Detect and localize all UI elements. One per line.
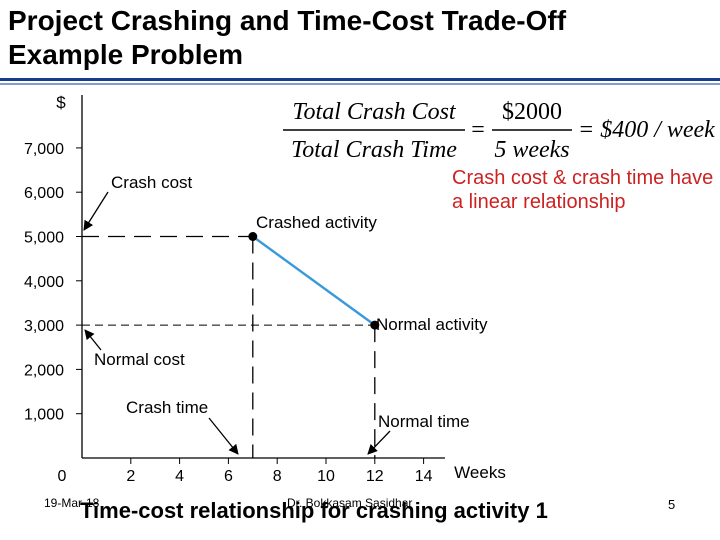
title-line-1: Project Crashing and Time-Cost Trade-Off [8, 5, 567, 36]
formula-result: = $400 / week [578, 117, 715, 143]
normal-time-label: Normal time [378, 412, 470, 431]
y-tick-label: 7,000 [24, 141, 64, 158]
title-rule-light [0, 83, 720, 85]
x-ticks: 0 2 4 6 8 10 12 14 [58, 458, 433, 485]
linear-relationship-note: Crash cost & crash time have a linear re… [452, 167, 714, 213]
formula-denominator-left: Total Crash Time [291, 137, 457, 163]
time-cost-line [252, 235, 376, 327]
x-tick-label: 6 [224, 468, 233, 485]
x-tick-label: 8 [273, 468, 282, 485]
x-axis-label: Weeks [454, 463, 506, 482]
slide-title: Project Crashing and Time-Cost Trade-Off… [8, 4, 708, 72]
x-tick-label: 4 [175, 468, 184, 485]
formula: Total Crash Cost Total Crash Time = $200… [283, 99, 715, 163]
y-ticks: 1,000 2,000 3,000 4,000 5,000 6,000 7,000 [24, 141, 82, 424]
x-tick-label: 10 [317, 468, 335, 485]
normal-cost-arrow [84, 329, 102, 351]
y-tick-label: 6,000 [24, 185, 64, 202]
normal-cost-label: Normal cost [94, 350, 185, 369]
x-tick-label: 14 [415, 468, 433, 485]
normal-activity-point [370, 320, 380, 330]
formula-numerator-left: Total Crash Cost [292, 99, 457, 125]
crash-cost-label: Crash cost [111, 173, 193, 192]
crash-cost-arrow [83, 191, 109, 231]
formula-equals: = [471, 117, 485, 143]
formula-denominator-right: 5 weeks [494, 137, 569, 163]
title-line-2: Example Problem [8, 39, 243, 70]
normal-activity-label: Normal activity [376, 315, 488, 334]
normal-time-arrow [367, 430, 391, 455]
x-tick-label: 12 [366, 468, 384, 485]
page-number: 5 [668, 497, 676, 512]
y-tick-label: 4,000 [24, 274, 64, 291]
title-rule [0, 78, 720, 81]
crashed-activity-point [248, 232, 258, 241]
y-tick-label: 5,000 [24, 230, 64, 247]
y-tick-label: 1,000 [24, 407, 64, 424]
footer-author: Dr. Bokkasam Sasidhar [287, 496, 413, 510]
x-tick-label: 2 [126, 468, 135, 485]
x-tick-label: 0 [58, 468, 67, 485]
y-axis-label: $ [56, 93, 66, 112]
crash-time-label: Crash time [126, 398, 208, 417]
y-tick-label: 3,000 [24, 318, 64, 335]
crashed-activity-label: Crashed activity [256, 213, 377, 232]
crash-time-arrow [208, 417, 239, 455]
figure-caption: Time-cost relationship for crashing acti… [80, 498, 548, 523]
formula-numerator-right: $2000 [502, 99, 562, 125]
footer-date: 19-Mar-18 [44, 496, 100, 510]
y-tick-label: 2,000 [24, 362, 64, 379]
